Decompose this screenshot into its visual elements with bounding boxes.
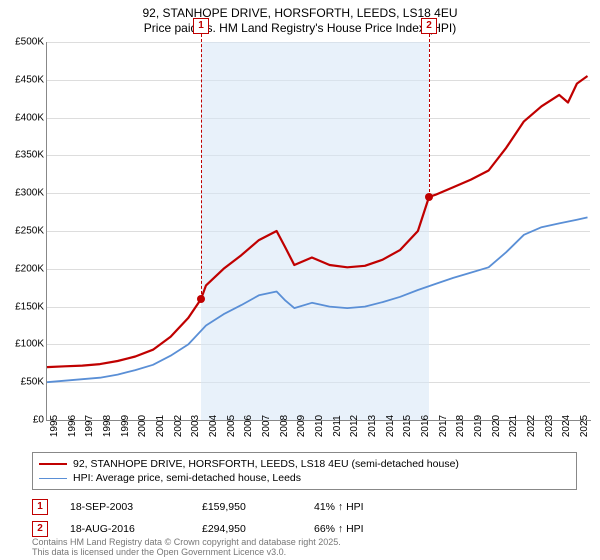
x-tick-label: 2016 [420,415,431,437]
x-tick-label: 2023 [544,415,555,437]
legend-item-property: 92, STANHOPE DRIVE, HORSFORTH, LEEDS, LS… [39,457,570,471]
chart-container: 92, STANHOPE DRIVE, HORSFORTH, LEEDS, LS… [0,0,600,560]
x-tick-label: 2012 [349,415,360,437]
title-line1: 92, STANHOPE DRIVE, HORSFORTH, LEEDS, LS… [0,6,600,21]
sale-dot-1 [197,295,205,303]
y-tick-label: £250K [15,226,44,237]
legend-item-hpi: HPI: Average price, semi-detached house,… [39,471,570,485]
x-tick-label: 1995 [49,415,60,437]
x-tick-label: 2025 [579,415,590,437]
y-tick-label: £50K [21,377,44,388]
x-tick-label: 1996 [67,415,78,437]
x-tick-label: 2008 [279,415,290,437]
sale-marker-2: 2 [421,18,437,34]
info-price: £294,950 [202,523,292,535]
legend-swatch [39,463,67,465]
x-tick-label: 2005 [226,415,237,437]
info-rows: 1 18-SEP-2003 £159,950 41% ↑ HPI 2 18-AU… [32,496,577,540]
x-tick-label: 2004 [208,415,219,437]
legend: 92, STANHOPE DRIVE, HORSFORTH, LEEDS, LS… [32,452,577,490]
x-tick-label: 2002 [173,415,184,437]
x-tick-label: 2021 [508,415,519,437]
y-tick-label: £500K [15,37,44,48]
plot: 12 [46,42,591,421]
x-tick-label: 2024 [561,415,572,437]
info-price: £159,950 [202,501,292,513]
x-tick-label: 1997 [84,415,95,437]
x-tick-label: 2007 [261,415,272,437]
footer: Contains HM Land Registry data © Crown c… [32,538,341,558]
info-date: 18-SEP-2003 [70,501,180,513]
y-tick-label: £0 [33,415,44,426]
x-tick-label: 2009 [296,415,307,437]
y-tick-label: £100K [15,339,44,350]
info-date: 18-AUG-2016 [70,523,180,535]
y-tick-label: £150K [15,301,44,312]
chart-area: £0 £50K £100K £150K £200K £250K £300K £350K £400… [6,42,594,446]
y-tick-label: £450K [15,74,44,85]
x-tick-label: 2019 [473,415,484,437]
line-series [47,42,591,420]
x-tick-label: 2022 [526,415,537,437]
x-tick-label: 2011 [332,415,343,437]
y-tick-label: £350K [15,150,44,161]
y-tick-label: £200K [15,263,44,274]
info-marker: 1 [32,499,48,515]
x-tick-label: 2013 [367,415,378,437]
x-tick-label: 2015 [402,415,413,437]
x-tick-label: 2003 [190,415,201,437]
sale-dot-2 [425,193,433,201]
info-hpi: 66% ↑ HPI [314,523,364,535]
info-hpi: 41% ↑ HPI [314,501,364,513]
y-tick-label: £300K [15,188,44,199]
series-property [47,76,588,367]
x-tick-label: 2000 [137,415,148,437]
footer-line2: This data is licensed under the Open Gov… [32,548,341,558]
sale-marker-1: 1 [193,18,209,34]
info-marker: 2 [32,521,48,537]
title-block: 92, STANHOPE DRIVE, HORSFORTH, LEEDS, LS… [0,0,600,36]
y-tick-label: £400K [15,112,44,123]
x-tick-label: 2020 [491,415,502,437]
title-line2: Price paid vs. HM Land Registry's House … [0,21,600,36]
x-tick-label: 2010 [314,415,325,437]
x-tick-label: 2014 [385,415,396,437]
legend-label: HPI: Average price, semi-detached house,… [73,472,301,484]
info-row-1: 1 18-SEP-2003 £159,950 41% ↑ HPI [32,496,577,518]
x-tick-label: 2001 [155,415,166,437]
legend-label: 92, STANHOPE DRIVE, HORSFORTH, LEEDS, LS… [73,458,459,470]
x-tick-label: 2006 [243,415,254,437]
x-tick-label: 2018 [455,415,466,437]
x-tick-label: 1999 [120,415,131,437]
x-tick-label: 1998 [102,415,113,437]
legend-swatch [39,478,67,479]
x-tick-label: 2017 [438,415,449,437]
